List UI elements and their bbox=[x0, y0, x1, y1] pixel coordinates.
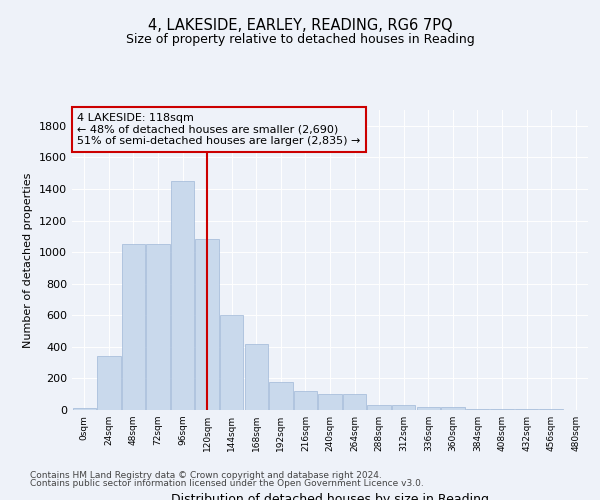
Bar bbox=[392, 406, 415, 410]
Bar bbox=[466, 409, 489, 410]
Bar bbox=[367, 406, 391, 410]
Bar bbox=[97, 356, 121, 410]
Bar bbox=[245, 344, 268, 410]
Bar bbox=[343, 394, 367, 410]
Bar bbox=[416, 407, 440, 410]
Bar bbox=[490, 409, 514, 410]
Bar bbox=[146, 244, 170, 410]
Bar bbox=[293, 391, 317, 410]
Text: Size of property relative to detached houses in Reading: Size of property relative to detached ho… bbox=[125, 32, 475, 46]
Text: 4 LAKESIDE: 118sqm
← 48% of detached houses are smaller (2,690)
51% of semi-deta: 4 LAKESIDE: 118sqm ← 48% of detached hou… bbox=[77, 113, 361, 146]
Bar bbox=[73, 408, 96, 410]
Bar bbox=[122, 244, 145, 410]
Bar bbox=[441, 407, 464, 410]
Bar bbox=[539, 409, 563, 410]
Bar bbox=[269, 382, 293, 410]
Bar bbox=[171, 181, 194, 410]
X-axis label: Distribution of detached houses by size in Reading: Distribution of detached houses by size … bbox=[171, 493, 489, 500]
Bar bbox=[196, 240, 219, 410]
Bar bbox=[515, 409, 538, 410]
Text: Contains public sector information licensed under the Open Government Licence v3: Contains public sector information licen… bbox=[30, 478, 424, 488]
Bar bbox=[318, 394, 342, 410]
Text: 4, LAKESIDE, EARLEY, READING, RG6 7PQ: 4, LAKESIDE, EARLEY, READING, RG6 7PQ bbox=[148, 18, 452, 32]
Y-axis label: Number of detached properties: Number of detached properties bbox=[23, 172, 34, 348]
Text: Contains HM Land Registry data © Crown copyright and database right 2024.: Contains HM Land Registry data © Crown c… bbox=[30, 471, 382, 480]
Bar bbox=[220, 316, 244, 410]
